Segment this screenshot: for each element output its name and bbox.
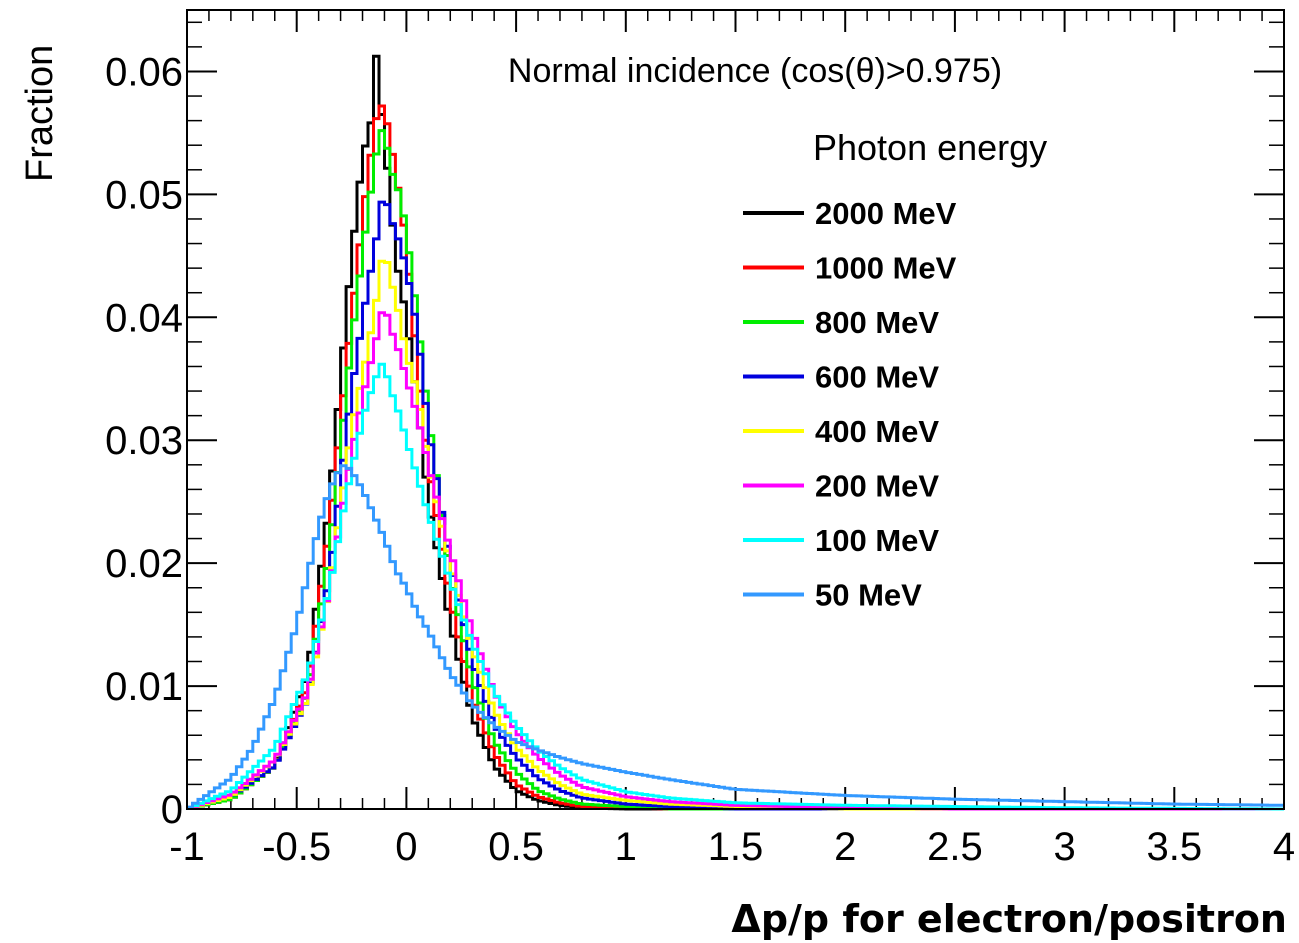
x-tick-label: 3.5 [1146,825,1202,869]
legend-label: 400 MeV [815,414,939,449]
legend-label: 600 MeV [815,360,939,395]
chart-title: Normal incidence (cos(θ)>0.975) [508,52,1002,90]
legend: Photon energy 2000 MeV 1000 MeV 800 MeV 600… [743,127,1047,613]
y-tick-label: 0.01 [105,665,183,709]
x-tick-label: 2.5 [927,825,983,869]
x-tick-label: 1 [615,825,637,869]
y-tick-label: 0.03 [105,419,183,463]
plot-frame [186,9,1285,810]
series-layer [187,54,1284,811]
legend-label: 800 MeV [815,305,939,340]
plot-axes: -1 -0.5 0 0.5 1 1.5 2 2.5 3 3.5 4 0 0.01 0.02 0.03 0.04… [105,10,1295,869]
x-tick-label: 2 [834,825,856,869]
y-tick-label: 0 [161,788,183,832]
legend-label: 1000 MeV [815,251,957,286]
x-tick-label: 0.5 [488,825,544,869]
y-axis-label: Fraction [19,45,61,182]
y-tick-label: 0.06 [105,50,183,94]
legend-label: 100 MeV [815,523,939,558]
legend-title: Photon energy [813,127,1047,168]
y-tick-label: 0.04 [105,296,183,340]
x-tick-label: -0.5 [262,825,331,869]
x-tick-label: -1 [169,825,205,869]
x-tick-label: 4 [1273,825,1295,869]
y-tick-label: 0.05 [105,173,183,217]
legend-label: 2000 MeV [815,196,957,231]
series-line [187,464,1284,809]
x-axis-label: Δp/p for electron/positron [731,897,1287,941]
legend-label: 200 MeV [815,469,939,504]
legend-label: 50 MeV [815,578,922,613]
x-tick-label: 3 [1053,825,1075,869]
y-tick-label: 0.02 [105,542,183,586]
x-tick-label: 0 [395,825,417,869]
x-tick-label: 1.5 [708,825,764,869]
